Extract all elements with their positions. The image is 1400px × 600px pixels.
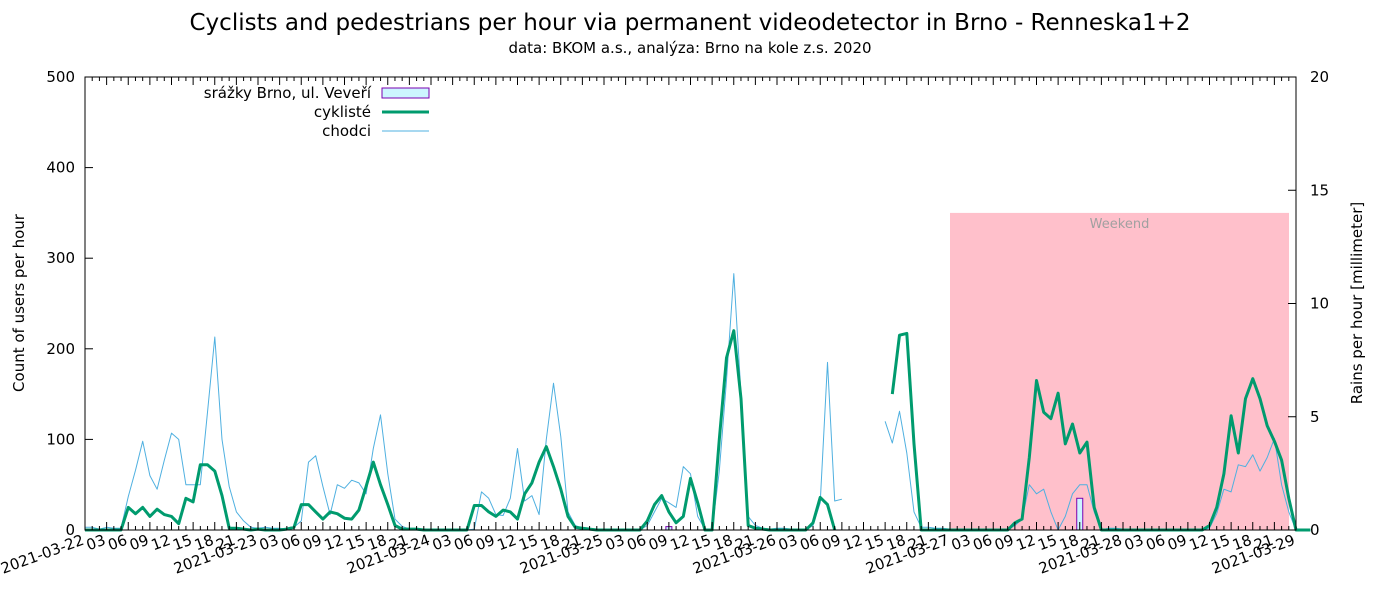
y-tick-label: 400: [46, 159, 75, 177]
chart-title: Cyclists and pedestrians per hour via pe…: [189, 10, 1191, 36]
x-hour-label: 15: [1208, 531, 1232, 554]
x-hour-label: 15: [862, 531, 886, 554]
y-tick-label: 200: [46, 340, 75, 358]
x-hour-label: 15: [689, 531, 713, 554]
x-hour-label: 03: [1122, 531, 1146, 554]
y2-tick-label: 20: [1310, 68, 1329, 86]
y2-tick-label: 0: [1310, 521, 1320, 539]
x-hour-label: 06: [106, 531, 130, 554]
x-hour-label: 21: [733, 531, 757, 554]
y2-tick-label: 10: [1310, 295, 1329, 313]
x-hour-label: 09: [127, 531, 151, 554]
chart-subtitle: data: BKOM a.s., analýza: Brno na kole z…: [508, 39, 872, 57]
weekend-band: [950, 212, 1289, 530]
x-hour-label: 12: [322, 531, 346, 554]
x-hour-label: 18: [1057, 531, 1081, 554]
y-axis-title: Count of users per hour: [10, 213, 28, 392]
legend-label: srážky Brno, ul. Veveří: [204, 84, 372, 102]
x-hour-label: 03: [603, 531, 627, 554]
x-hour-label: 09: [646, 531, 670, 554]
x-hour-label: 06: [798, 531, 822, 554]
x-hour-label: 09: [473, 531, 497, 554]
y2-tick-label: 15: [1310, 181, 1329, 199]
x-hour-label: 21: [560, 531, 584, 554]
x-hour-label: 03: [84, 531, 108, 554]
x-hour-label: 12: [1014, 531, 1038, 554]
x-hour-label: 06: [279, 531, 303, 554]
x-hour-label: 18: [192, 531, 216, 554]
x-hour-label: 18: [884, 531, 908, 554]
x-hour-label: 06: [1144, 531, 1168, 554]
x-hour-label: 18: [1230, 531, 1254, 554]
x-hour-label: 09: [1165, 531, 1189, 554]
x-hour-label: 12: [495, 531, 519, 554]
x-hour-label: 06: [625, 531, 649, 554]
y-tick-label: 500: [46, 68, 75, 86]
y-tick-label: 0: [65, 521, 75, 539]
x-hour-label: 21: [1252, 531, 1276, 554]
x-hour-label: 03: [430, 531, 454, 554]
x-hour-label: 03: [949, 531, 973, 554]
x-hour-label: 21: [214, 531, 238, 554]
x-hour-label: 09: [992, 531, 1016, 554]
x-hour-label: 03: [776, 531, 800, 554]
y2-axis-title: Rains per hour [millimeter]: [1348, 202, 1366, 404]
legend-swatch-rain: [381, 87, 430, 99]
x-hour-label: 12: [149, 531, 173, 554]
y2-tick-label: 5: [1310, 408, 1320, 426]
x-hour-label: 12: [668, 531, 692, 554]
y-tick-label: 300: [46, 249, 75, 267]
x-hour-label: 21: [906, 531, 930, 554]
x-hour-label: 18: [711, 531, 735, 554]
legend-label: chodci: [322, 122, 371, 140]
x-hour-label: 06: [971, 531, 995, 554]
weekend-label: Weekend: [1090, 217, 1150, 232]
x-date-label: 2021-03-22: [0, 531, 86, 578]
x-hour-label: 21: [387, 531, 411, 554]
x-hour-label: 15: [1035, 531, 1059, 554]
x-hour-label: 09: [300, 531, 324, 554]
x-hour-label: 15: [343, 531, 367, 554]
y-tick-label: 100: [46, 430, 75, 448]
x-hour-label: 06: [452, 531, 476, 554]
x-hour-label: 09: [819, 531, 843, 554]
x-hour-label: 15: [170, 531, 194, 554]
legend-label: cyklisté: [314, 103, 371, 121]
x-hour-label: 18: [538, 531, 562, 554]
x-hour-label: 03: [257, 531, 281, 554]
x-hour-label: 12: [1187, 531, 1211, 554]
x-hour-label: 15: [516, 531, 540, 554]
x-hour-label: 12: [841, 531, 865, 554]
x-hour-label: 21: [1079, 531, 1103, 554]
x-hour-label: 18: [365, 531, 389, 554]
